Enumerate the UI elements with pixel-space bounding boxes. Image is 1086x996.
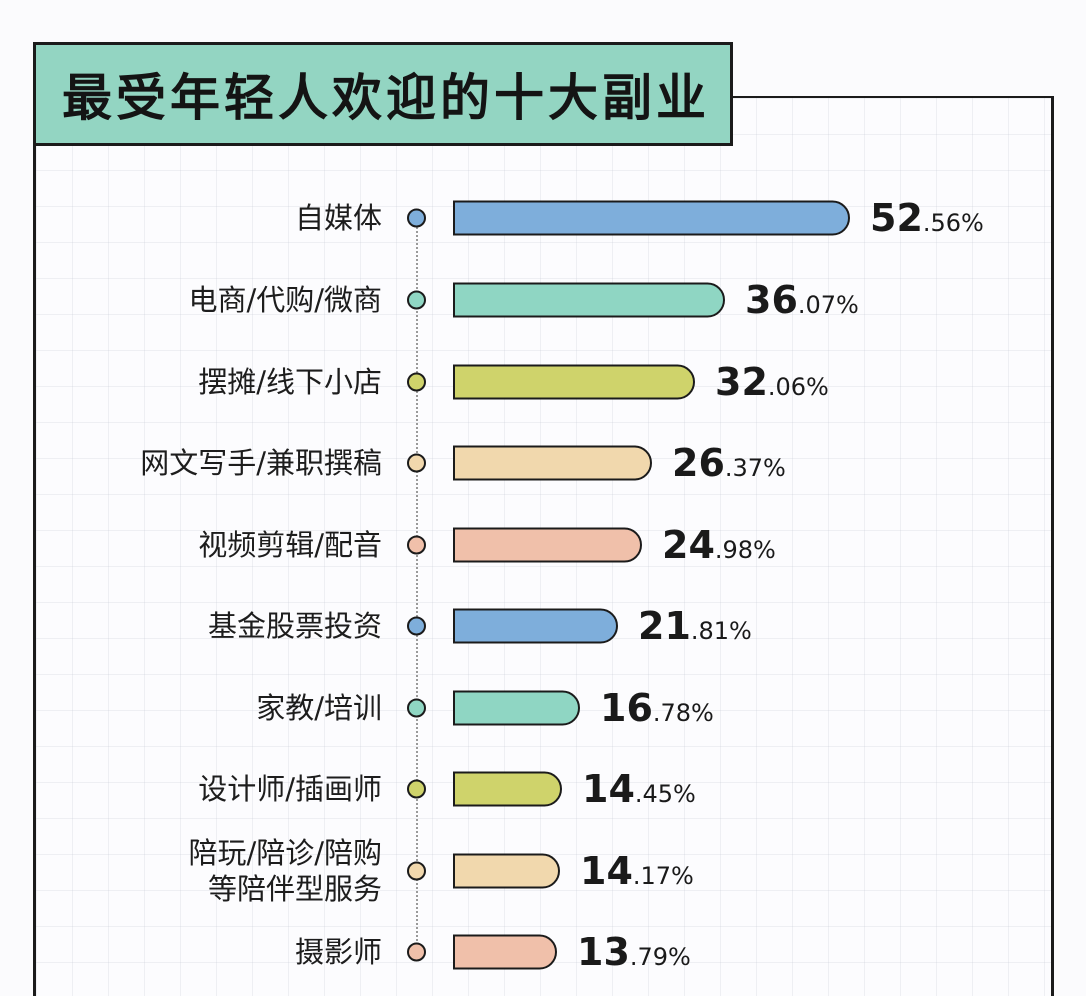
bar xyxy=(453,608,618,644)
value-label: 14.45% xyxy=(582,767,696,811)
category-label: 摄影师 xyxy=(294,935,382,969)
dotted-axis-line xyxy=(416,220,418,960)
bar xyxy=(453,853,560,889)
bar xyxy=(453,771,562,807)
category-label: 基金股票投资 xyxy=(207,609,382,643)
bar xyxy=(453,282,725,318)
bar xyxy=(453,200,850,236)
chart-title: 最受年轻人欢迎的十大副业 xyxy=(62,69,710,127)
value-label: 36.07% xyxy=(745,278,859,322)
category-label: 视频剪辑/配音 xyxy=(198,528,382,562)
category-label: 电商/代购/微商 xyxy=(188,283,382,317)
marker-dot-icon xyxy=(407,698,426,718)
value-label: 24.98% xyxy=(662,523,776,567)
bar xyxy=(453,527,642,563)
bar xyxy=(453,934,557,970)
marker-dot-icon xyxy=(407,290,426,310)
value-label: 52.56% xyxy=(870,196,984,240)
value-label: 13.79% xyxy=(577,930,691,974)
bar xyxy=(453,445,652,481)
marker-dot-icon xyxy=(407,942,426,962)
marker-dot-icon xyxy=(407,535,426,555)
marker-dot-icon xyxy=(407,616,426,636)
category-label: 自媒体 xyxy=(294,201,382,235)
category-label: 陪玩/陪诊/陪购 等陪伴型服务 xyxy=(188,836,382,906)
category-label: 网文写手/兼职撰稿 xyxy=(140,446,382,480)
marker-dot-icon xyxy=(407,779,426,799)
category-label: 设计师/插画师 xyxy=(198,772,382,806)
marker-dot-icon xyxy=(407,861,426,881)
category-label: 摆摊/线下小店 xyxy=(198,365,382,399)
marker-dot-icon xyxy=(407,453,426,473)
title-banner: 最受年轻人欢迎的十大副业 xyxy=(33,42,733,146)
category-label: 家教/培训 xyxy=(256,691,382,725)
value-label: 26.37% xyxy=(672,441,786,485)
value-label: 14.17% xyxy=(580,849,694,893)
bar xyxy=(453,364,695,400)
value-label: 21.81% xyxy=(638,604,752,648)
marker-dot-icon xyxy=(407,372,426,392)
value-label: 16.78% xyxy=(600,686,714,730)
value-label: 32.06% xyxy=(715,360,829,404)
marker-dot-icon xyxy=(407,208,426,228)
bar xyxy=(453,690,580,726)
